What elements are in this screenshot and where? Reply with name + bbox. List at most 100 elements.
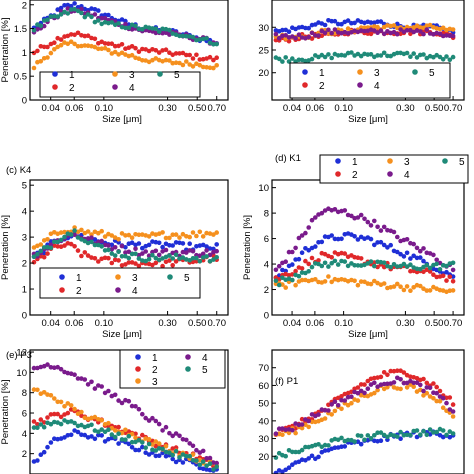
data-point-d-s5	[418, 266, 423, 272]
data-point-f-s3	[424, 390, 430, 396]
data-point-a-s3	[48, 50, 54, 56]
data-point-c-s3	[133, 232, 138, 237]
legend-label-c: 5	[184, 273, 190, 284]
data-point-a-s4	[163, 30, 169, 35]
legend-label-d: 4	[404, 170, 410, 181]
data-point-f-s1	[280, 469, 285, 474]
data-point-b-s5	[276, 56, 282, 62]
data-point-f-s2	[378, 374, 384, 380]
data-point-a-s2	[45, 44, 50, 50]
data-point-f-s4	[329, 402, 335, 407]
data-point-e-s1	[48, 440, 54, 445]
data-point-a-s5	[123, 25, 128, 31]
data-point-e-s4	[143, 415, 148, 421]
data-point-c-s1	[129, 240, 135, 245]
data-point-a-s2	[214, 55, 219, 60]
data-point-a-s1	[68, 3, 74, 9]
data-point-a-s2	[194, 52, 199, 58]
data-point-f-s4	[326, 408, 331, 413]
data-point-a-s3	[163, 57, 169, 63]
data-point-a-s3	[92, 44, 98, 50]
data-point-c-s5	[150, 252, 155, 258]
data-point-d-s2	[444, 278, 449, 283]
data-point-e-s4	[133, 404, 138, 409]
data-point-e-s3	[106, 420, 111, 426]
data-point-d-s1	[368, 236, 374, 242]
data-point-e-s5	[211, 467, 216, 472]
data-point-e-s1	[79, 432, 84, 438]
data-point-a-s3	[106, 47, 111, 53]
data-point-a-s4	[92, 12, 98, 17]
y-tick-label-d: 10	[258, 183, 269, 194]
data-point-d-s4	[273, 267, 279, 273]
data-point-e-s4	[116, 398, 121, 403]
data-point-d-s1	[296, 256, 302, 262]
data-point-d-s4	[368, 223, 374, 228]
legend-box-a	[39, 71, 201, 98]
data-point-b-s5	[368, 52, 374, 57]
legend-marker-e	[135, 366, 141, 372]
data-point-f-s3	[299, 425, 305, 431]
data-point-e-s4	[180, 437, 186, 442]
data-point-b-s2	[286, 38, 292, 44]
plot-frame-f	[271, 349, 465, 474]
data-point-d-s4	[450, 267, 456, 273]
data-point-c-s4	[156, 252, 162, 258]
data-point-f-s5	[368, 436, 374, 441]
data-point-a-s5	[58, 12, 64, 17]
data-point-c-s4	[72, 232, 77, 237]
data-point-e-s1	[136, 447, 142, 453]
data-point-f-s1	[378, 438, 384, 444]
data-point-b-s1	[286, 29, 292, 34]
data-point-c-s3	[170, 232, 175, 237]
data-point-c-s2	[167, 258, 172, 263]
data-point-a-s3	[207, 65, 213, 70]
data-point-d-s4	[342, 208, 348, 213]
data-point-f-s3	[329, 412, 335, 417]
data-point-e-s3	[75, 411, 81, 417]
legend-marker-a	[52, 84, 58, 90]
data-point-f-s3	[332, 408, 338, 414]
data-point-d-s3	[313, 277, 318, 282]
data-point-e-s4	[146, 418, 152, 423]
data-point-b-s5	[408, 54, 413, 59]
data-point-c-s5	[146, 257, 152, 262]
data-point-b-s1	[332, 18, 338, 24]
data-point-f-s1	[339, 444, 344, 450]
data-point-a-s2	[35, 48, 40, 54]
legend-label-e: 2	[152, 365, 158, 376]
data-point-a-s3	[82, 43, 88, 48]
data-point-c-s1	[150, 239, 155, 244]
data-point-e-s5	[170, 452, 175, 458]
data-point-d-s2	[329, 254, 335, 260]
x-axis-label-a: Size [μm]	[102, 114, 142, 125]
data-point-a-s5	[180, 33, 186, 39]
data-point-c-s4	[190, 248, 196, 254]
x-tick-label-b: 0.50	[425, 103, 444, 114]
data-point-e-s5	[38, 422, 44, 427]
data-point-c-s2	[150, 262, 155, 268]
legend-marker-d	[387, 171, 393, 177]
data-point-c-s5	[167, 253, 172, 258]
data-point-a-s3	[150, 57, 155, 63]
data-point-d-s3	[358, 279, 364, 284]
data-point-c-s2	[92, 255, 98, 261]
data-point-a-s3	[58, 42, 64, 48]
data-point-c-s2	[79, 253, 84, 259]
data-point-f-s2	[388, 368, 394, 374]
legend-label-a: 5	[174, 70, 180, 81]
data-point-d-s1	[395, 249, 400, 255]
data-point-d-s2	[316, 258, 321, 263]
data-point-b-s5	[309, 56, 315, 62]
x-tick-label-a: 0.50	[188, 103, 207, 114]
data-point-a-s5	[109, 20, 115, 25]
data-point-d-s5	[437, 267, 443, 272]
data-point-a-s3	[38, 59, 44, 64]
data-point-e-s3	[48, 393, 54, 398]
data-point-c-s2	[85, 253, 91, 258]
data-point-c-s3	[190, 230, 196, 235]
data-point-d-s5	[372, 263, 377, 269]
legend-marker-e	[135, 378, 141, 384]
data-point-d-s4	[378, 228, 384, 233]
data-point-f-s5	[440, 428, 446, 433]
